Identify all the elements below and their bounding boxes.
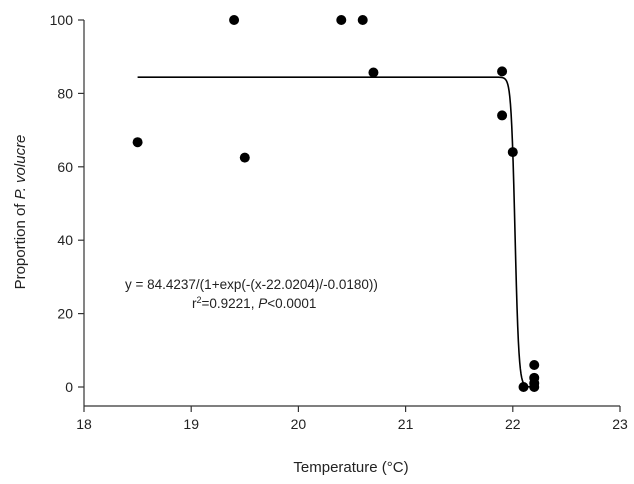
- x-tick-label: 21: [398, 416, 414, 432]
- fit-curve: [137, 76, 535, 388]
- data-point: [239, 152, 250, 163]
- fit-equation: y = 84.4237/(1+exp(-(x-22.0204)/-0.0180)…: [125, 277, 378, 292]
- data-point: [529, 382, 540, 392]
- p-label: P: [258, 296, 267, 311]
- data-point: [132, 137, 143, 148]
- axes: 18 19 20 21 22 23 0 20 40 60 80 100: [50, 12, 628, 432]
- data-point: [518, 382, 529, 392]
- x-tick-label: 20: [291, 416, 307, 432]
- data-point: [368, 67, 379, 78]
- y-tick-label: 20: [57, 306, 73, 322]
- r-squared-label: r: [192, 296, 197, 311]
- y-tick-label: 80: [57, 85, 73, 101]
- y-axis-title-species: P. volucre: [12, 135, 29, 200]
- x-axis-title: Temperature (°C): [293, 459, 408, 476]
- data-point: [357, 15, 368, 25]
- x-tick-label: 18: [76, 416, 92, 432]
- data-point: [497, 110, 508, 121]
- x-tick-label: 23: [612, 416, 628, 432]
- r-squared-value: =0.9221,: [202, 296, 259, 311]
- fit-curve-layer: [137, 76, 535, 388]
- y-tick-label: 40: [57, 232, 73, 248]
- y-tick-label: 0: [65, 379, 73, 395]
- data-point: [529, 359, 540, 370]
- data-points: [132, 15, 540, 392]
- y-tick-label: 60: [57, 159, 73, 175]
- data-point: [507, 147, 518, 158]
- r-squared-superscript: 2: [197, 295, 202, 305]
- y-axis-title: Proportion of P. volucre: [12, 135, 29, 290]
- p-value: <0.0001: [267, 296, 316, 311]
- y-axis-title-prefix: Proportion of: [12, 199, 29, 289]
- x-tick-label: 22: [505, 416, 521, 432]
- fit-statistics: r2=0.9221, P<0.0001: [192, 295, 316, 311]
- y-tick-label: 100: [50, 12, 74, 28]
- data-point: [497, 66, 508, 77]
- data-point: [229, 15, 240, 25]
- x-tick-label: 19: [183, 416, 199, 432]
- data-point: [336, 15, 347, 25]
